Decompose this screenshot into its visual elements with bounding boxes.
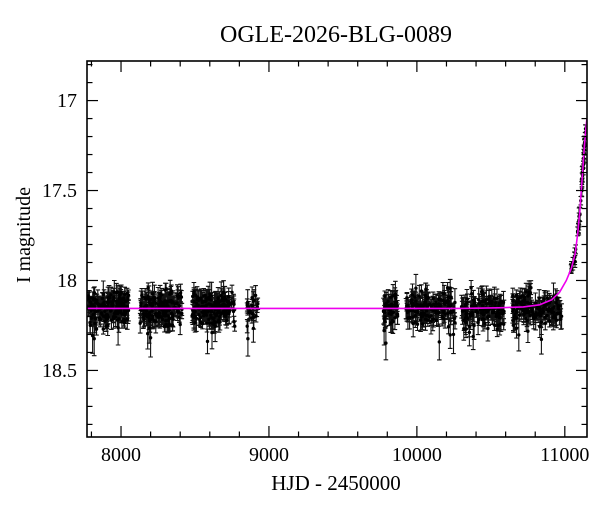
x-axis-title: HJD - 2450000 xyxy=(271,471,401,495)
axis-ticks xyxy=(87,61,587,437)
x-tick-label: 11000 xyxy=(540,444,589,466)
y-tick-label: 18.5 xyxy=(42,360,77,382)
plot-title: OGLE-2026-BLG-0089 xyxy=(220,22,452,48)
data-points xyxy=(87,127,587,345)
data-layer xyxy=(87,118,587,361)
x-tick-label: 9000 xyxy=(249,444,289,466)
plot-frame xyxy=(86,60,588,438)
y-tick-label: 17.5 xyxy=(42,180,77,202)
y-axis-title: I magnitude xyxy=(13,187,35,283)
axis-tick-labels: 8000 9000 10000 11000 17 17.5 18 18.5 xyxy=(42,90,589,466)
x-tick-label: 10000 xyxy=(392,444,442,466)
y-tick-label: 18 xyxy=(57,270,77,292)
model-light-curve xyxy=(87,118,587,310)
x-tick-label: 8000 xyxy=(101,444,141,466)
y-tick-label: 17 xyxy=(57,90,77,112)
